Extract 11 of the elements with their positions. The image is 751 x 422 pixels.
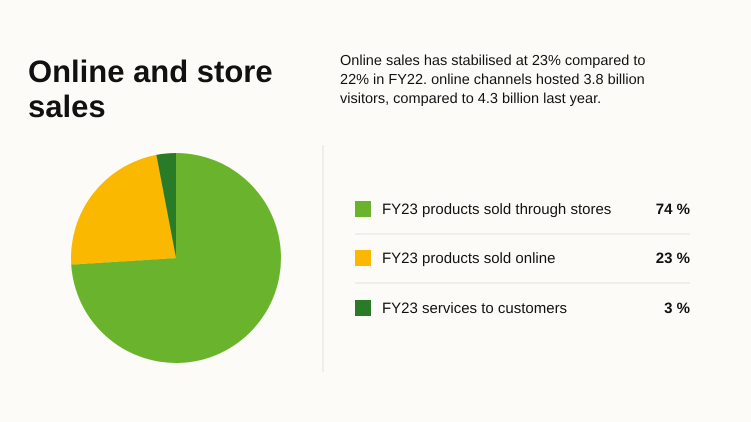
legend-label: FY23 products sold through stores (382, 201, 612, 218)
pie-slice (71, 153, 281, 363)
data-label: 74 % (656, 201, 690, 218)
pie-slice (71, 154, 176, 265)
chart-subtitle: Online sales has stabilised at 23% compared to 22% in FY22. online channels hosted 3.8 billion visitors, compared to 4.3 billion last year. (340, 53, 646, 107)
data-label: 3 % (664, 300, 690, 317)
chart-title: Online and store sales (28, 54, 273, 124)
data-label: 23 % (656, 250, 690, 267)
pie-slice (156, 153, 176, 258)
legend-label: FY23 products sold online (382, 250, 556, 267)
legend-label: FY23 services to customers (382, 300, 568, 317)
